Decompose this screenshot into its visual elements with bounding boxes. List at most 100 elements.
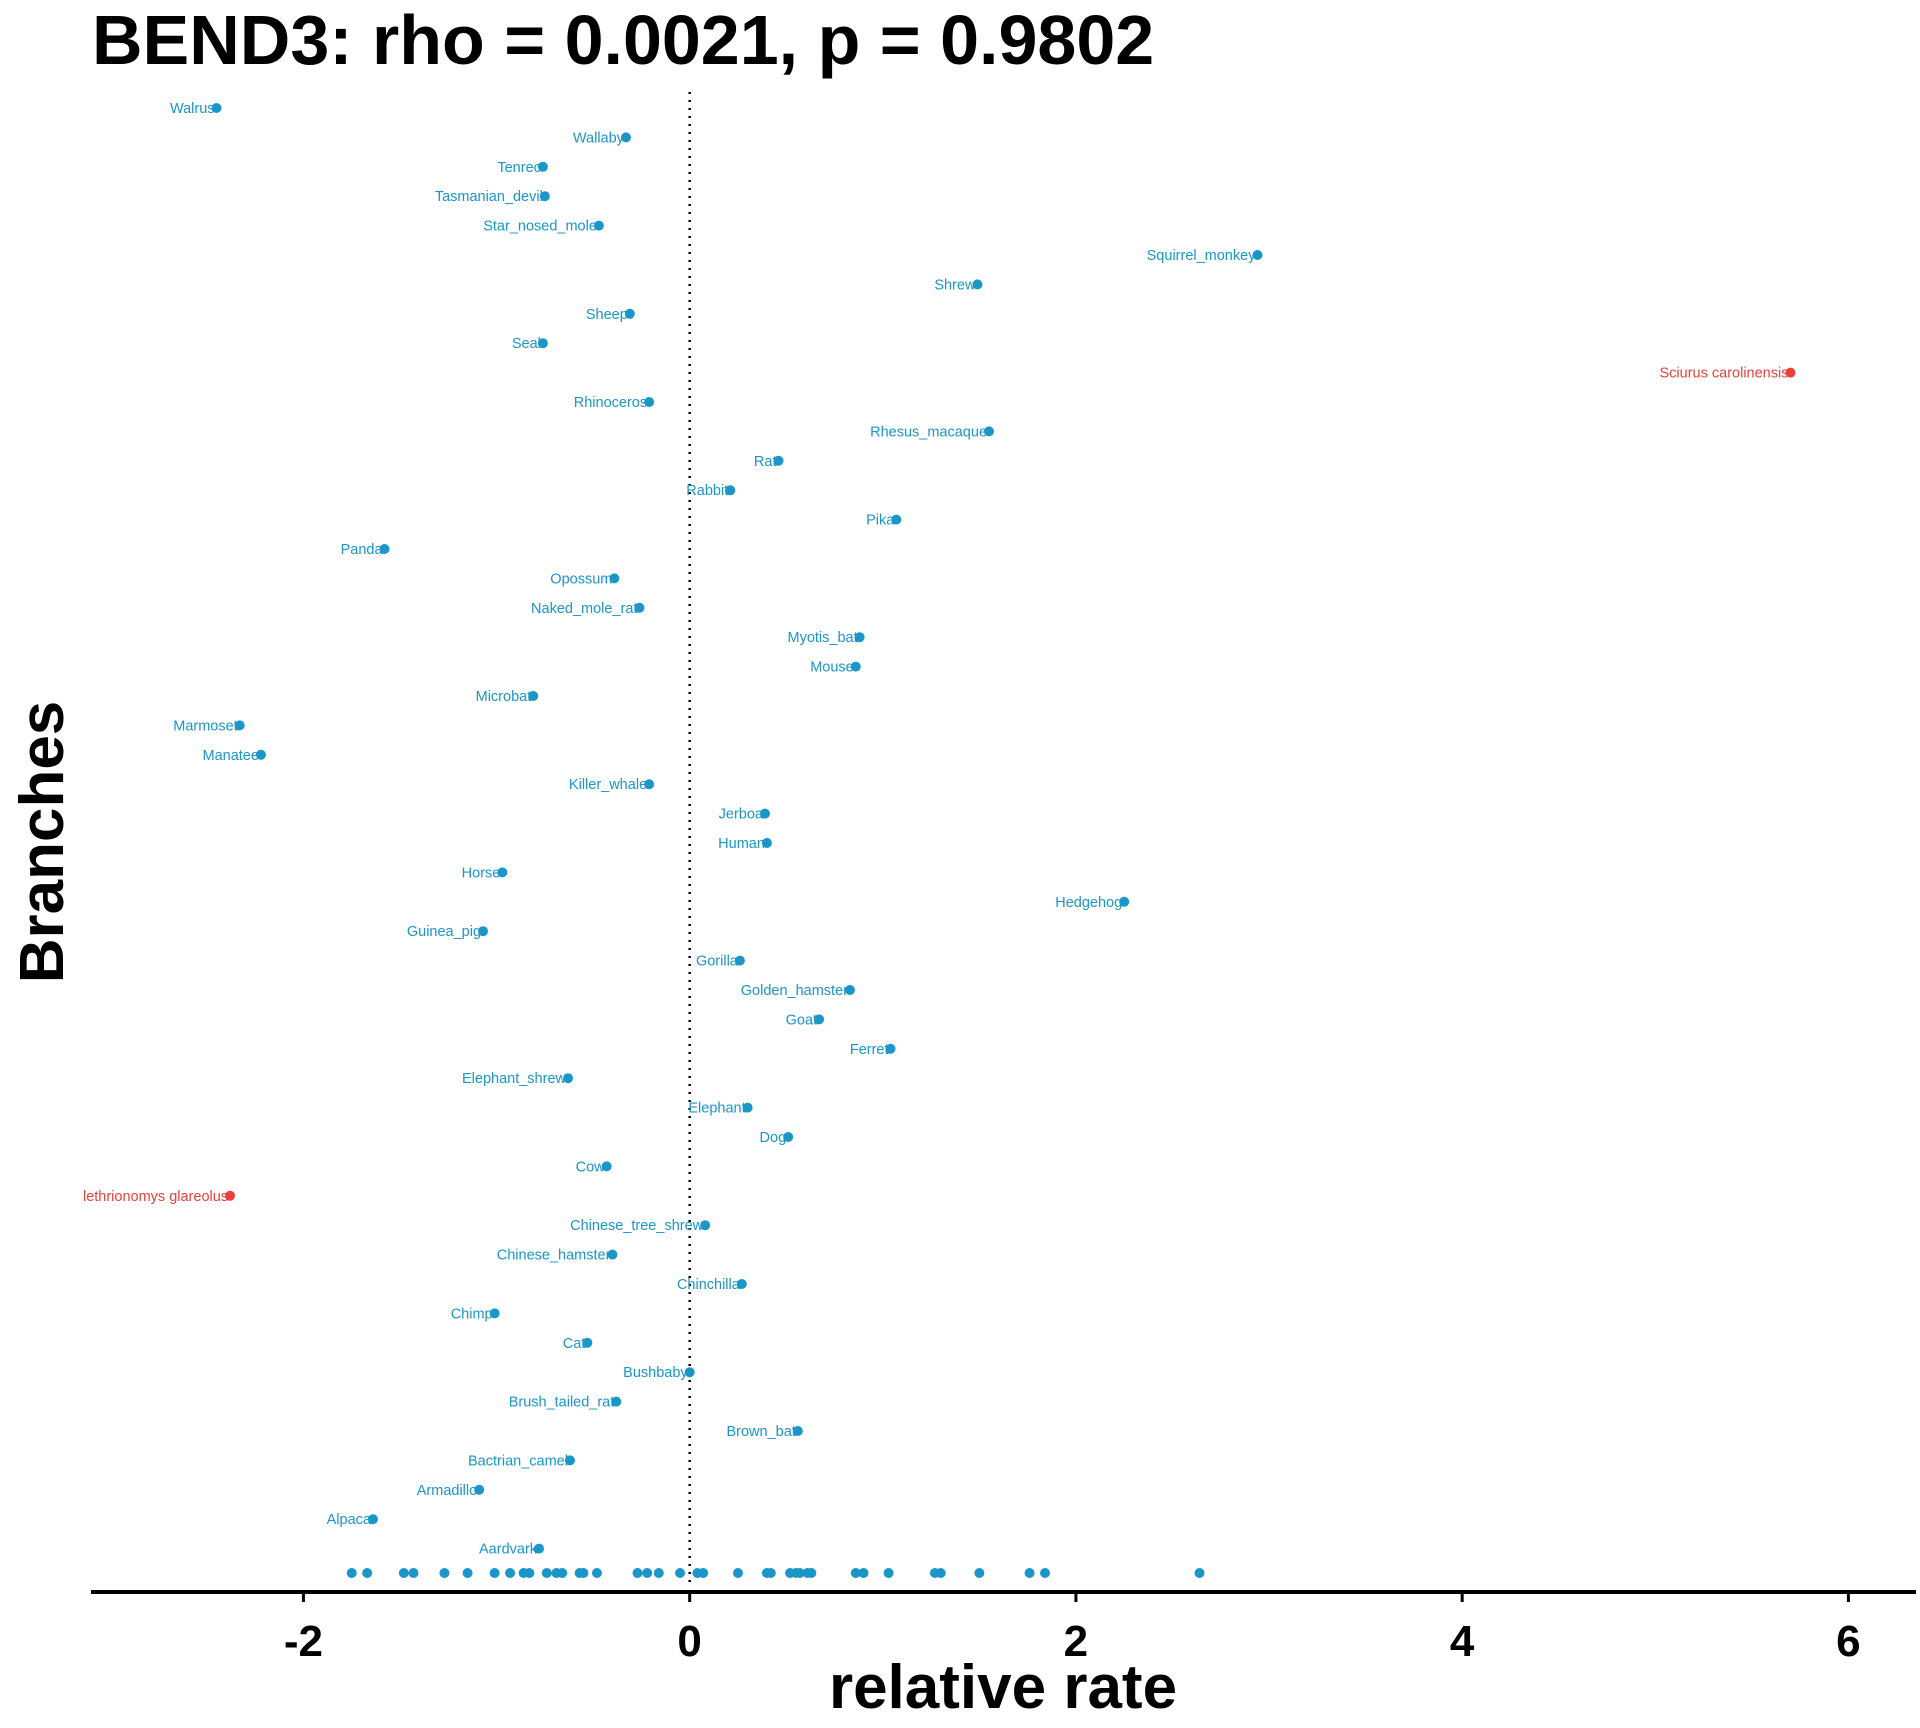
point-label: Microbat	[476, 689, 532, 705]
point-label: Mouse	[810, 660, 854, 676]
point-label: Guinea_pig	[407, 924, 481, 940]
data-point	[624, 308, 635, 319]
point-label: Alpaca	[327, 1512, 372, 1528]
point-label: Gorilla	[696, 954, 739, 970]
data-point	[854, 632, 865, 643]
x-tick-label: 0	[677, 1617, 701, 1666]
point-label: Squirrel_monkey	[1147, 248, 1257, 264]
data-point	[489, 1308, 500, 1319]
point-label: Seal	[512, 336, 541, 352]
data-point	[564, 1455, 575, 1466]
point-label: Horse	[462, 865, 501, 881]
rug-point	[732, 1568, 743, 1578]
point-label: Wallaby	[573, 130, 625, 146]
rug-point	[974, 1568, 985, 1578]
data-point	[367, 1514, 378, 1525]
point-label: Bushbaby	[623, 1365, 688, 1381]
point-label: Elephant	[688, 1101, 745, 1117]
point-label: Star_nosed_mole	[483, 219, 597, 235]
data-point	[225, 1190, 236, 1201]
data-point	[814, 1014, 825, 1025]
point-label: Pika	[866, 513, 895, 529]
point-label: Rhinoceros	[574, 395, 647, 411]
x-axis-title: relative rate	[829, 1653, 1177, 1722]
point-label: Chinese_hamster	[497, 1248, 611, 1264]
plot-area: Walrus Wallaby Tenrec Tasmanian_devil Star_n…	[83, 92, 1796, 1588]
point-label: Hedgehog	[1055, 895, 1122, 911]
data-point	[1252, 250, 1263, 260]
rug-point	[1194, 1568, 1205, 1578]
rug-point	[653, 1568, 664, 1578]
rug-point	[398, 1568, 409, 1578]
point-label: Bactrian_camel	[468, 1453, 568, 1469]
rug-point	[489, 1568, 500, 1578]
data-point	[736, 1279, 747, 1289]
data-point	[972, 279, 983, 290]
data-point	[783, 1132, 794, 1142]
rug-point	[524, 1568, 535, 1578]
data-point	[620, 132, 631, 143]
x-axis-ticks: -2 0 2 4 6	[284, 1592, 1861, 1666]
point-label: Cat	[563, 1336, 586, 1352]
point-label: Naked_mole_rat	[531, 601, 637, 617]
rug-point	[765, 1568, 776, 1578]
data-point	[607, 1249, 618, 1260]
point-label: Brush_tailed_rat	[509, 1395, 615, 1411]
point-label: Marmoset	[173, 718, 237, 734]
data-point	[792, 1426, 803, 1436]
rug-point	[806, 1568, 817, 1578]
data-point	[537, 338, 548, 349]
point-label: Sheep	[586, 307, 628, 323]
rug-point	[408, 1568, 419, 1578]
point-label: Manatee	[203, 748, 259, 764]
data-point	[761, 838, 772, 848]
data-point	[497, 867, 508, 878]
point-label: Cow	[576, 1159, 606, 1175]
rug-point	[850, 1568, 861, 1578]
data-point	[1119, 896, 1130, 907]
data-point	[537, 161, 548, 172]
x-tick-label: 2	[1064, 1617, 1088, 1666]
data-point	[773, 455, 784, 466]
rug-point	[346, 1568, 357, 1578]
rug-point	[698, 1568, 709, 1578]
rug-point	[858, 1568, 869, 1578]
point-label: Goat	[786, 1012, 817, 1028]
rug-point	[578, 1568, 589, 1578]
point-label: Walrus	[170, 101, 215, 117]
rug-point	[935, 1568, 946, 1578]
chart-title: BEND3: rho = 0.0021, p = 0.9802	[92, 1, 1154, 79]
data-point	[700, 1220, 711, 1231]
point-label: Chinese_tree_shrew	[570, 1218, 704, 1234]
data-point	[611, 1396, 622, 1407]
rug-point	[675, 1568, 686, 1578]
point-label: Killer_whale	[569, 777, 647, 793]
data-point	[759, 808, 770, 819]
rug-point	[632, 1568, 643, 1578]
point-label: Human	[718, 836, 765, 852]
data-point	[379, 544, 390, 554]
data-point	[850, 661, 861, 672]
point-label: Elephant_shrew	[462, 1071, 567, 1087]
point-label: Opossum	[550, 571, 612, 587]
data-point	[474, 1484, 485, 1495]
rug-point	[505, 1568, 516, 1578]
rug-point	[439, 1568, 450, 1578]
rug-point	[883, 1568, 894, 1578]
point-label: Chimp	[451, 1306, 493, 1322]
point-label: Tasmanian_devil	[435, 189, 543, 205]
data-point	[255, 749, 266, 760]
point-label: Dog	[760, 1130, 787, 1146]
data-point	[582, 1337, 593, 1348]
point-label: Shrew	[934, 277, 976, 293]
data-point	[528, 691, 539, 701]
data-point	[885, 1043, 896, 1054]
point-label: Ferret	[850, 1042, 889, 1058]
data-point	[593, 220, 604, 231]
data-point	[734, 955, 745, 966]
rug-point	[794, 1568, 805, 1578]
data-point	[984, 426, 995, 437]
point-label: Rhesus_macaque	[870, 424, 987, 440]
data-point	[725, 485, 736, 496]
